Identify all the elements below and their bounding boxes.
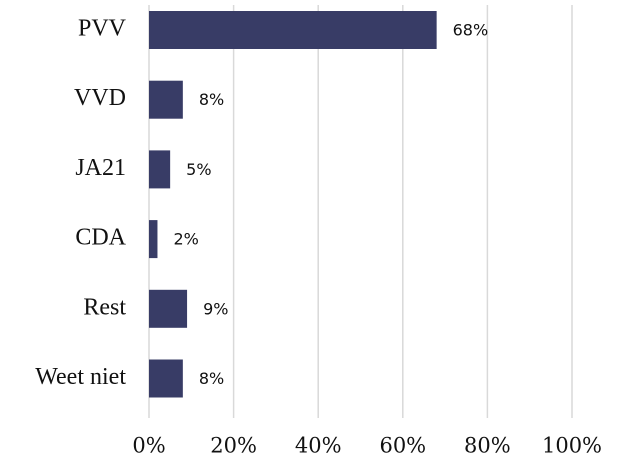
bar <box>149 289 188 328</box>
bar <box>149 220 158 259</box>
bar <box>149 150 171 189</box>
value-label: 2% <box>173 230 198 249</box>
x-tick-label: 80% <box>464 434 511 458</box>
value-label: 8% <box>199 90 224 109</box>
y-tick-label: VVD <box>74 85 126 111</box>
y-tick-label: Rest <box>83 294 126 320</box>
x-tick-label: 20% <box>210 434 257 458</box>
y-tick-label: PVV <box>78 16 127 42</box>
value-label: 5% <box>186 160 211 179</box>
y-tick-label: CDA <box>75 225 126 251</box>
bar <box>149 80 183 119</box>
bar <box>149 359 183 398</box>
value-label: 9% <box>203 299 228 318</box>
bar <box>149 11 437 49</box>
x-tick-label: 40% <box>295 434 342 458</box>
value-label: 68% <box>453 21 489 40</box>
value-label: 8% <box>199 369 224 388</box>
y-tick-label: Weet niet <box>35 364 126 390</box>
x-tick-label: 60% <box>379 434 426 458</box>
y-tick-label: JA21 <box>75 155 126 181</box>
x-tick-label: 0% <box>132 434 165 458</box>
x-tick-label: 100% <box>542 434 602 458</box>
